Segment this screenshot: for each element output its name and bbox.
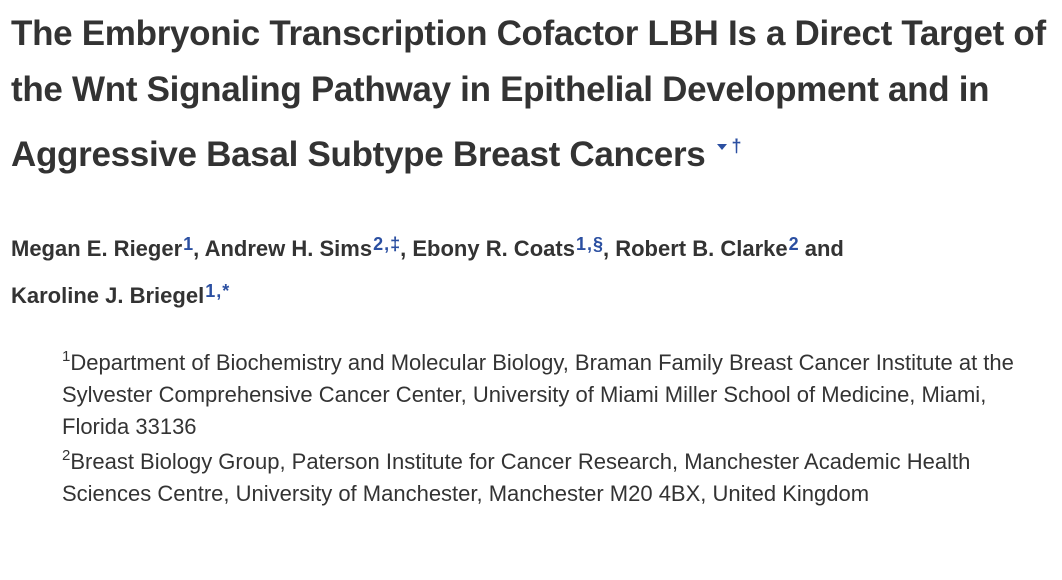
author-affiliation-link[interactable]: 2	[373, 234, 384, 254]
author-name[interactable]: Karoline J. Briegel	[11, 283, 205, 308]
author: Megan E. Rieger1	[11, 234, 194, 261]
author-name[interactable]: Megan E. Rieger	[11, 236, 183, 261]
author-affiliation-link[interactable]: 2	[788, 234, 799, 254]
author: Karoline J. Briegel1,*	[11, 281, 230, 308]
author: Robert B. Clarke2	[615, 234, 799, 261]
author-affiliation-comma: ,	[384, 234, 390, 254]
author-affiliation-comma: ,	[586, 234, 592, 254]
author-name[interactable]: Robert B. Clarke	[615, 236, 788, 261]
author-affiliation-link[interactable]: 1	[183, 234, 194, 254]
author-affiliation-link[interactable]: 1	[205, 281, 216, 301]
author-separator: ,	[602, 236, 616, 261]
affiliation-item: 1Department of Biochemistry and Molecula…	[62, 344, 1054, 443]
author-affiliation-comma: ,	[216, 281, 222, 301]
corresponding-author-link[interactable]: *	[222, 281, 230, 301]
affiliation-list: 1Department of Biochemistry and Molecula…	[62, 344, 1054, 510]
author-separator: ,	[193, 236, 205, 261]
title-footnote-dagger-link[interactable]: †	[731, 136, 742, 156]
author-list: Megan E. Rieger1, Andrew H. Sims2,‡, Ebo…	[11, 226, 1054, 320]
title-footnote-marks: †	[713, 136, 741, 156]
author-name[interactable]: Andrew H. Sims	[204, 236, 373, 261]
author: Andrew H. Sims2,‡	[204, 234, 401, 261]
affiliation-number: 2	[62, 447, 71, 464]
author-name[interactable]: Ebony R. Coats	[412, 236, 575, 261]
affiliation-text: Breast Biology Group, Paterson Institute…	[62, 449, 971, 506]
author: Ebony R. Coats1,§	[412, 234, 603, 261]
author-separator: ,	[400, 236, 413, 261]
author-separator: and	[798, 236, 844, 261]
affiliation-text: Department of Biochemistry and Molecular…	[62, 350, 1014, 439]
author-footnote-link[interactable]: §	[592, 234, 603, 254]
article-title-text: The Embryonic Transcription Cofactor LBH…	[11, 14, 1046, 174]
title-footnote-dropdown-icon[interactable]	[717, 136, 728, 156]
affiliation-number: 1	[62, 348, 71, 365]
author-affiliation-link[interactable]: 1	[575, 234, 586, 254]
affiliation-item: 2Breast Biology Group, Paterson Institut…	[62, 443, 1054, 510]
caret-down-icon	[717, 144, 728, 150]
article-title: The Embryonic Transcription Cofactor LBH…	[11, 6, 1054, 183]
author-footnote-link[interactable]: ‡	[390, 234, 401, 254]
